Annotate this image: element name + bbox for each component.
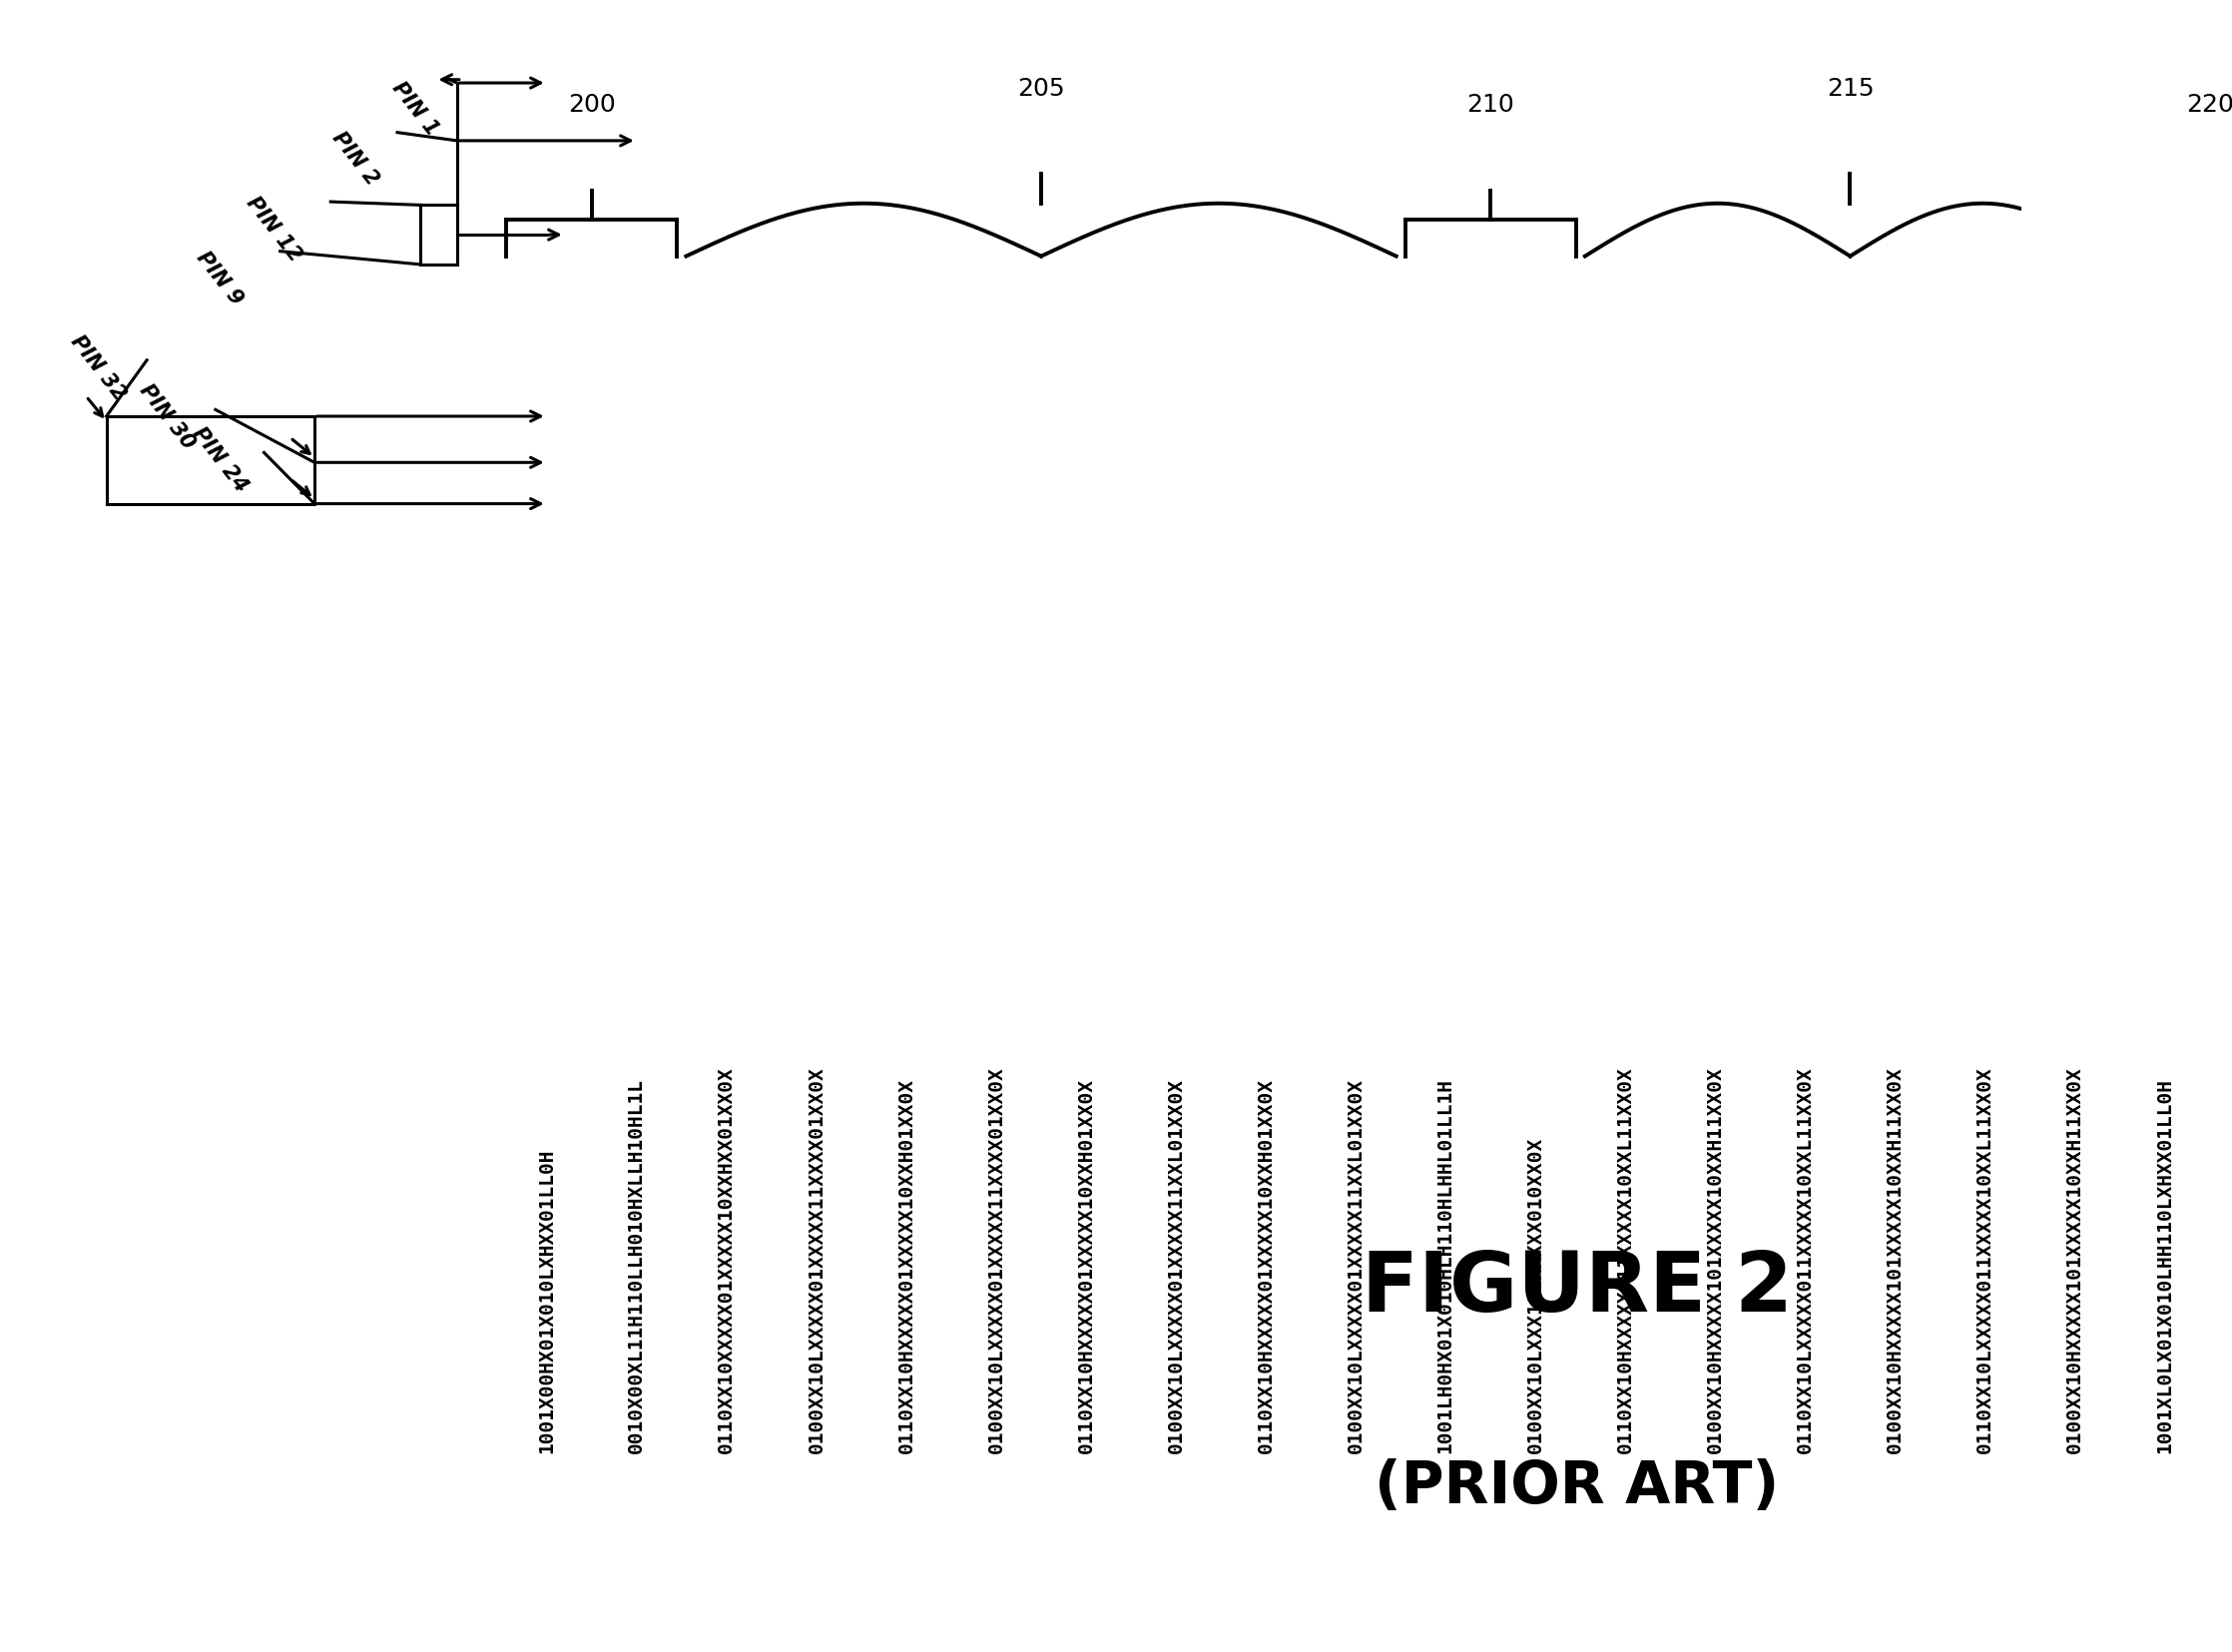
Text: 0100XX10LXXXXX01XXXXX11XXL01XX0X: 0100XX10LXXXXX01XXXXX11XXL01XX0X bbox=[1167, 1077, 1185, 1452]
Text: FIGURE 2: FIGURE 2 bbox=[1362, 1247, 1792, 1328]
Text: 220: 220 bbox=[2185, 93, 2232, 117]
Text: 0110XX10HXXXXX01XXXXX10XXH01XX0X: 0110XX10HXXXXX01XXXXX10XXH01XX0X bbox=[897, 1077, 915, 1452]
Text: 1001LH0HX01X010HLH110HLHHL01LL1H: 1001LH0HX01X010HLH110HLHHL01LL1H bbox=[1435, 1077, 1455, 1452]
Text: PIN 24: PIN 24 bbox=[187, 423, 250, 496]
Text: 205: 205 bbox=[1018, 76, 1065, 101]
Text: 0110XX10XXXXX01XXXXX10XXHXX01XX0X: 0110XX10XXXXX01XXXXX10XXHXX01XX0X bbox=[716, 1066, 737, 1452]
Text: 0110XX10HXXXXX011XXXXX10XXL11XX0X: 0110XX10HXXXXX011XXXXX10XXL11XX0X bbox=[1616, 1066, 1634, 1452]
Text: 0100XX10LXXXXX01XXXXX11XXXX01XX0X: 0100XX10LXXXXX01XXXXX11XXXX01XX0X bbox=[808, 1066, 826, 1452]
Text: 0110XX10LXXXXX011XXXXX10XXL11XX0X: 0110XX10LXXXXX011XXXXX10XXL11XX0X bbox=[1797, 1066, 1815, 1452]
Text: 0100XX10HXXXXX101XXXXX10XXH11XX0X: 0100XX10HXXXXX101XXXXX10XXH11XX0X bbox=[1705, 1066, 1725, 1452]
Text: 0100XX10LXXXXX01XXXXX11XXXX01XX0X: 0100XX10LXXXXX01XXXXX11XXXX01XX0X bbox=[987, 1066, 1007, 1452]
Text: 0110XX10LXXXXX011XXXXX10XXL11XX0X: 0110XX10LXXXXX011XXXXX10XXL11XX0X bbox=[1975, 1066, 1995, 1452]
Text: 0100XX10HXXXXX101XXXXX10XXH11XX0X: 0100XX10HXXXXX101XXXXX10XXH11XX0X bbox=[1886, 1066, 1904, 1452]
Text: PIN 2: PIN 2 bbox=[328, 127, 382, 188]
Text: 0110XX10HXXXXX01XXXXX10XXH01XX0X: 0110XX10HXXXXX01XXXXX10XXH01XX0X bbox=[1076, 1077, 1096, 1452]
Text: PIN 30: PIN 30 bbox=[136, 380, 199, 453]
Text: (PRIOR ART): (PRIOR ART) bbox=[1375, 1457, 1779, 1515]
Text: PIN 12: PIN 12 bbox=[243, 193, 306, 266]
Text: 0100XX10LXXXXX01XXXXX11XXL01XX0X: 0100XX10LXXXXX01XXXXX11XXL01XX0X bbox=[1346, 1077, 1366, 1452]
Text: 0100XX10HXXXXX101XXXXX10XXH11XX0X: 0100XX10HXXXXX101XXXXX10XXH11XX0X bbox=[2065, 1066, 2085, 1452]
Text: 0010X00XL11H110LLH010HXLLH10HL1L: 0010X00XL11H110LLH010HXLLH10HL1L bbox=[627, 1077, 645, 1452]
Text: PIN 9: PIN 9 bbox=[192, 248, 246, 309]
Text: 1001X00HX01X010LXHXX01LL0H: 1001X00HX01X010LXHXX01LL0H bbox=[538, 1148, 556, 1452]
Text: PIN 32: PIN 32 bbox=[67, 330, 129, 403]
Text: 215: 215 bbox=[1826, 76, 1875, 101]
Text: 0110XX10HXXXXX01XXXXX10XXH01XX0X: 0110XX10HXXXXX01XXXXX10XXH01XX0X bbox=[1257, 1077, 1274, 1452]
Text: 1001XL0LX01X010LHH110LXHXX01LL0H: 1001XL0LX01X010LHH110LXHXX01LL0H bbox=[2156, 1077, 2174, 1452]
Text: 200: 200 bbox=[567, 93, 616, 117]
Text: 0100XX10LXXX101XXXXX010XX0X: 0100XX10LXXX101XXXXX010XX0X bbox=[1527, 1137, 1545, 1452]
Text: PIN 1: PIN 1 bbox=[388, 78, 442, 139]
Text: 210: 210 bbox=[1466, 93, 1516, 117]
